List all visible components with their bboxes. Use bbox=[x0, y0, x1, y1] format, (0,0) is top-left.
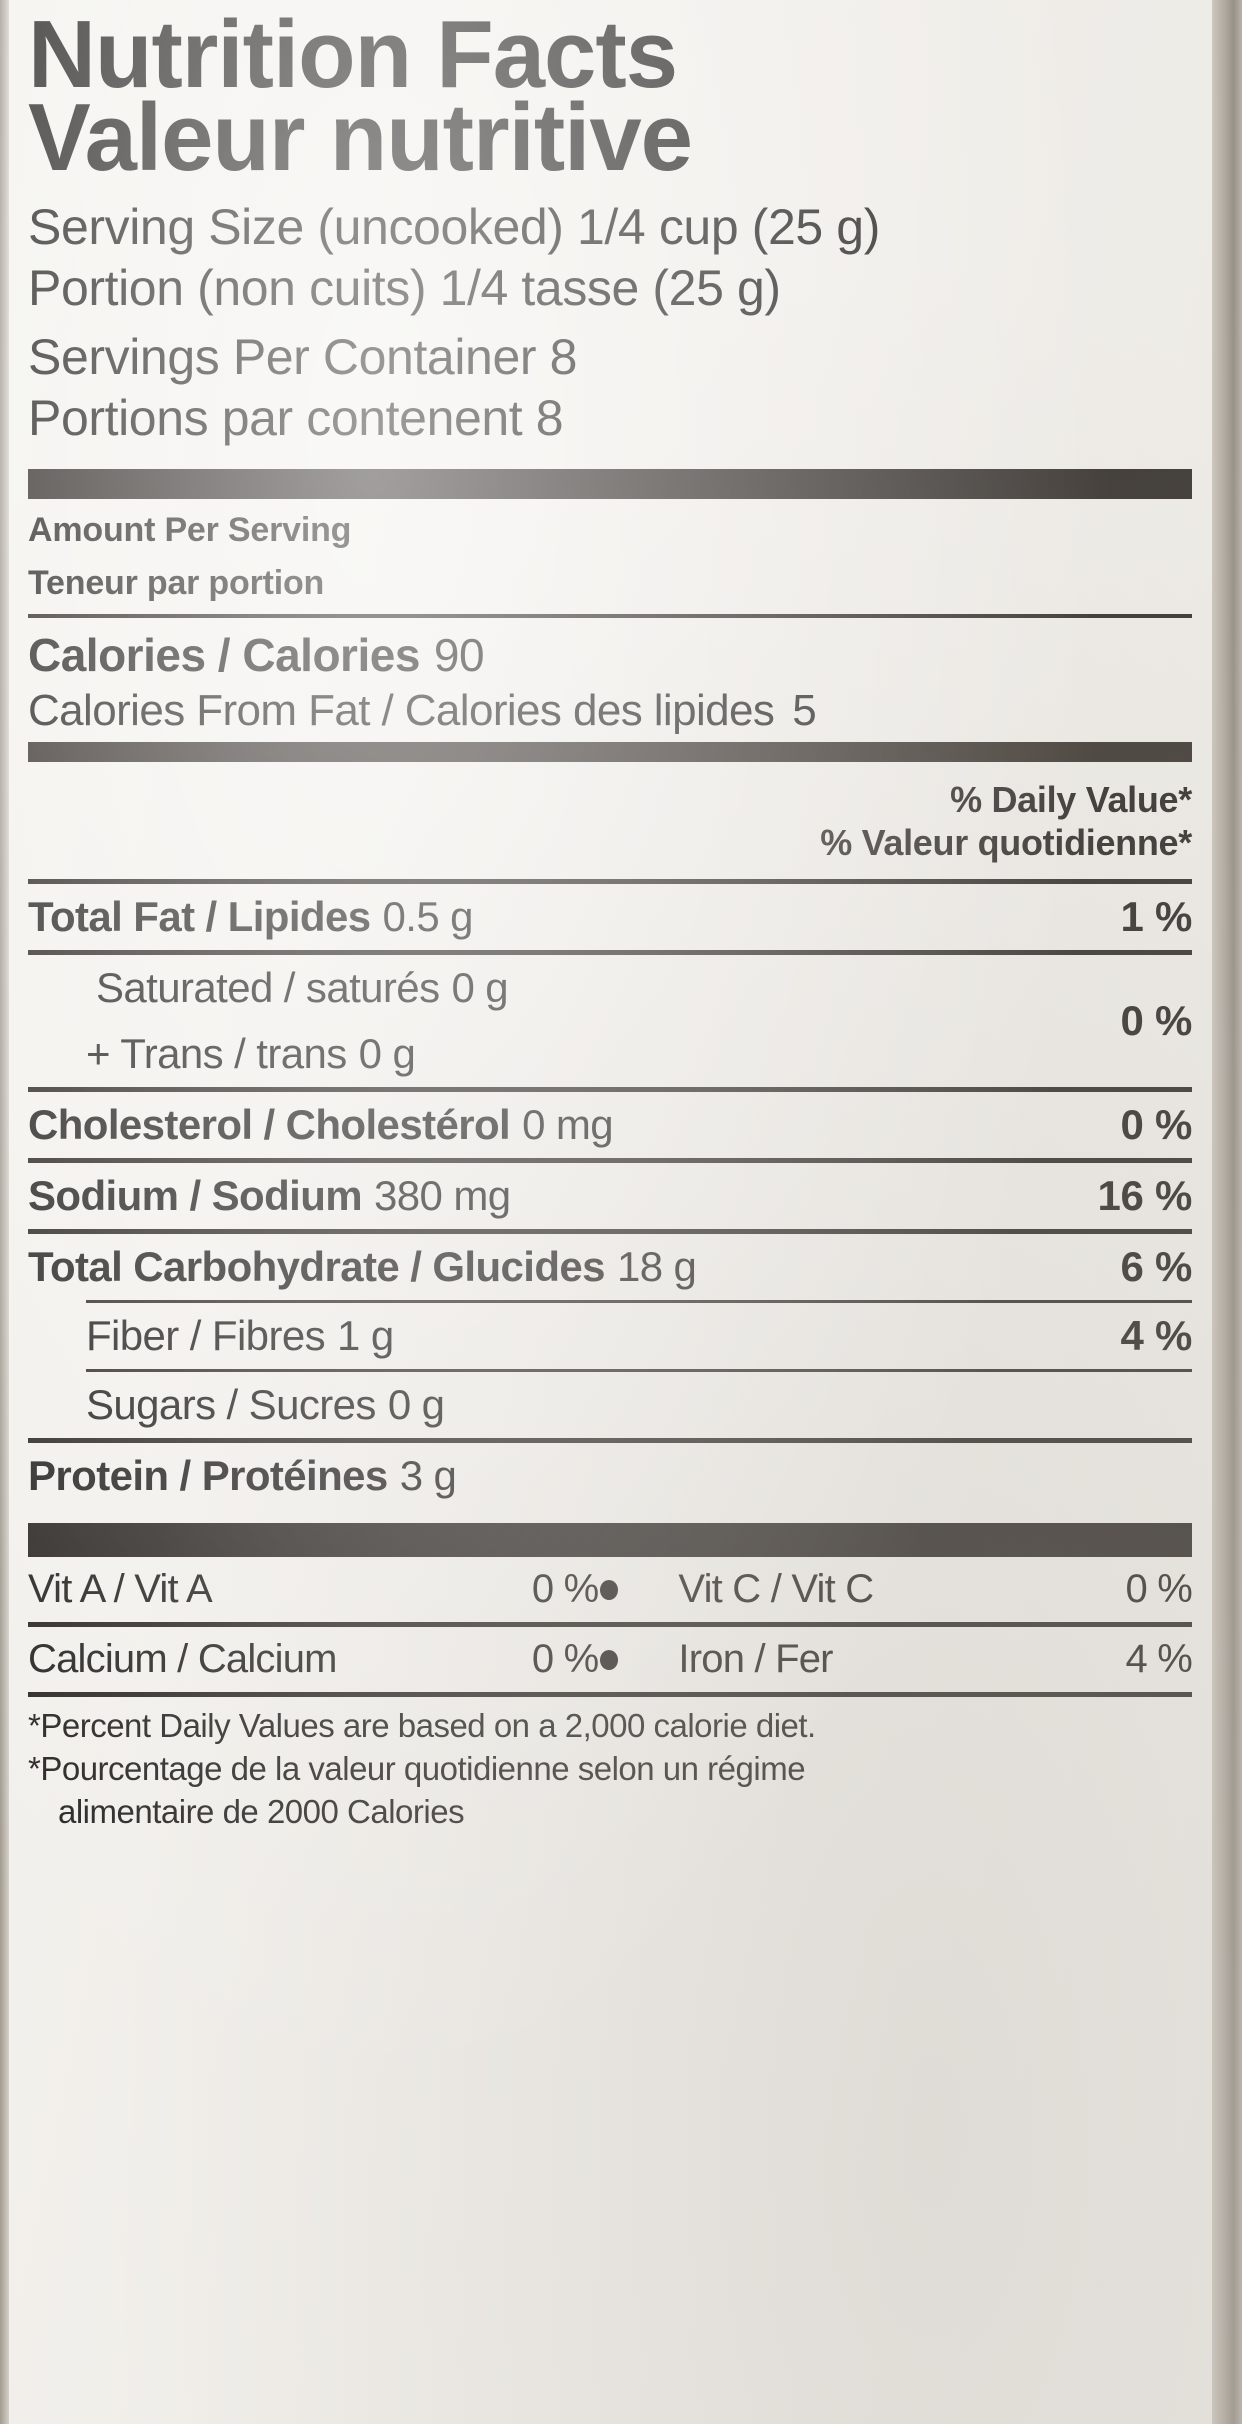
amount-per-serving-fr: Teneur par portion bbox=[28, 564, 325, 603]
iron-label: Iron / Fer bbox=[678, 1637, 833, 1682]
label-title-fr: Valeur nutritive bbox=[28, 84, 693, 192]
calcium-value: 0 % bbox=[531, 1637, 599, 1682]
saturated-label-group: Saturated / saturés 0 g bbox=[96, 964, 509, 1012]
bullet-dot-icon bbox=[600, 1579, 619, 1600]
saturated-label: Saturated / saturés bbox=[96, 964, 440, 1012]
vitamin-c-cell: Vit C / Vit C 0 % bbox=[620, 1567, 1192, 1612]
total-fat-label-group: Total Fat / Lipides 0.5 g bbox=[28, 893, 474, 941]
saturated-trans-group: Saturated / saturés 0 g + Trans / trans 0 … bbox=[28, 955, 1192, 1087]
sodium-amount: 380 mg bbox=[374, 1172, 511, 1220]
row-vitamins-a-c: Vit A / Vit A 0 % Vit C / Vit C 0 % bbox=[28, 1557, 1193, 1622]
serving-size-en: Serving Size (uncooked) 1/4 cup (25 g) bbox=[28, 198, 880, 255]
row-calcium-iron: Calcium / Calcium 0 % Iron / Fer 4 % bbox=[28, 1627, 1193, 1692]
protein-label-group: Protein / Protéines 3 g bbox=[28, 1452, 457, 1500]
carton-right-edge bbox=[1212, 0, 1242, 2424]
fiber-amount: 1 g bbox=[337, 1312, 394, 1360]
calories-label: Calories / Calories bbox=[28, 628, 420, 681]
calcium-cell: Calcium / Calcium 0 % bbox=[28, 1637, 599, 1682]
iron-value: 4 % bbox=[1125, 1637, 1192, 1682]
calcium-label: Calcium / Calcium bbox=[28, 1637, 337, 1682]
vitamin-a-label: Vit A / Vit A bbox=[28, 1567, 213, 1612]
divider-above-total-fat bbox=[28, 879, 1192, 885]
fiber-dv: 4 % bbox=[1120, 1312, 1193, 1360]
serving-size-fr: Portion (non cuits) 1/4 tasse (25 g) bbox=[28, 259, 781, 316]
divider-above-carbohydrate bbox=[28, 1229, 1192, 1235]
bullet-dot-icon-2 bbox=[600, 1649, 619, 1670]
trans-amount: 0 g bbox=[358, 1030, 416, 1078]
vitamin-a-cell: Vit A / Vit A 0 % bbox=[28, 1567, 599, 1612]
daily-value-header-en: % Daily Value* bbox=[950, 778, 1192, 820]
divider-above-saturated bbox=[28, 950, 1192, 956]
trans-label-group: + Trans / trans 0 g bbox=[86, 1030, 416, 1078]
calories-from-fat-label: Calories From Fat / Calories des lipides bbox=[28, 685, 775, 735]
saturated-trans-dv: 0 % bbox=[1120, 997, 1193, 1045]
total-fat-amount: 0.5 g bbox=[382, 893, 474, 941]
carbohydrate-dv: 6 % bbox=[1120, 1243, 1193, 1291]
label-content: Nutrition Facts Valeur nutritive Serving… bbox=[14, 0, 1210, 1834]
protein-amount: 3 g bbox=[399, 1452, 457, 1500]
divider-bar-thick-top bbox=[28, 468, 1192, 499]
carbohydrate-label-group: Total Carbohydrate / Glucides 18 g bbox=[28, 1243, 697, 1291]
calories-value: 90 bbox=[433, 628, 485, 681]
calories-from-fat-value: 5 bbox=[792, 685, 817, 735]
carbohydrate-label: Total Carbohydrate / Glucides bbox=[28, 1243, 606, 1291]
vitamin-a-value: 0 % bbox=[531, 1567, 599, 1612]
row-protein: Protein / Protéines 3 g bbox=[28, 1443, 1192, 1509]
row-sugars: Sugars / Sucres 0 g bbox=[28, 1372, 1192, 1438]
divider-bar-medium bbox=[28, 741, 1192, 762]
vitamin-c-label: Vit C / Vit C bbox=[678, 1567, 874, 1612]
fiber-label: Fiber / Fibres bbox=[86, 1312, 326, 1360]
servings-per-container-en: Servings Per Container 8 bbox=[28, 328, 578, 385]
servings-per-container-fr: Portions par contenent 8 bbox=[28, 389, 564, 446]
trans-label: + Trans / trans bbox=[86, 1030, 347, 1078]
sugars-label: Sugars / Sucres bbox=[86, 1381, 376, 1429]
divider-bar-thick-bottom bbox=[28, 1523, 1192, 1558]
total-fat-label: Total Fat / Lipides bbox=[28, 893, 371, 941]
footnote-en: *Percent Daily Values are based on a 2,0… bbox=[28, 1707, 816, 1745]
calories-row: Calories / Calories 90 bbox=[28, 628, 1192, 682]
amount-per-serving-en: Amount Per Serving bbox=[28, 510, 352, 549]
row-total-carbohydrate: Total Carbohydrate / Glucides 18 g 6 % bbox=[28, 1234, 1192, 1300]
row-cholesterol: Cholesterol / Cholestérol 0 mg 0 % bbox=[28, 1092, 1192, 1158]
sugars-label-group: Sugars / Sucres 0 g bbox=[86, 1381, 445, 1429]
footnote-fr-line1: *Pourcentage de la valeur quotidienne se… bbox=[28, 1750, 806, 1788]
fiber-label-group: Fiber / Fibres 1 g bbox=[86, 1312, 394, 1360]
divider-above-calcium-iron bbox=[28, 1622, 1192, 1628]
sugars-amount: 0 g bbox=[387, 1381, 445, 1429]
divider-above-protein bbox=[28, 1438, 1192, 1444]
sodium-label-group: Sodium / Sodium 380 mg bbox=[28, 1172, 511, 1220]
row-trans: + Trans / trans 0 g bbox=[28, 1021, 1192, 1087]
cholesterol-amount: 0 mg bbox=[522, 1101, 614, 1149]
label-title-en: Nutrition Facts bbox=[28, 1, 678, 108]
protein-label: Protein / Protéines bbox=[28, 1452, 388, 1500]
row-saturated: Saturated / saturés 0 g bbox=[28, 955, 1192, 1021]
calories-from-fat-row: Calories From Fat / Calories des lipides… bbox=[28, 686, 1192, 736]
cholesterol-label: Cholesterol / Cholestérol bbox=[28, 1101, 511, 1149]
vitamin-c-value: 0 % bbox=[1125, 1567, 1192, 1612]
carbohydrate-amount: 18 g bbox=[616, 1243, 697, 1291]
divider-above-sodium bbox=[28, 1158, 1192, 1164]
divider-above-sugars bbox=[86, 1369, 1192, 1373]
divider-above-fiber bbox=[86, 1300, 1192, 1304]
sodium-label: Sodium / Sodium bbox=[28, 1172, 363, 1220]
daily-value-header-fr: % Valeur quotidienne* bbox=[820, 822, 1192, 864]
saturated-amount: 0 g bbox=[451, 964, 509, 1012]
iron-cell: Iron / Fer 4 % bbox=[620, 1637, 1192, 1682]
row-fiber: Fiber / Fibres 1 g 4 % bbox=[28, 1303, 1192, 1369]
footnote-fr-line2: alimentaire de 2000 Calories bbox=[58, 1793, 465, 1831]
total-fat-dv: 1 % bbox=[1120, 893, 1193, 941]
footnotes: *Percent Daily Values are based on a 2,0… bbox=[28, 1697, 1192, 1834]
divider-above-footnotes bbox=[28, 1692, 1192, 1698]
row-total-fat: Total Fat / Lipides 0.5 g 1 % bbox=[28, 884, 1192, 950]
divider-above-cholesterol bbox=[28, 1087, 1192, 1093]
divider-above-calories bbox=[28, 613, 1192, 618]
sodium-dv: 16 % bbox=[1097, 1172, 1192, 1220]
row-sodium: Sodium / Sodium 380 mg 16 % bbox=[28, 1163, 1192, 1229]
cholesterol-dv: 0 % bbox=[1120, 1101, 1193, 1149]
carton-left-edge bbox=[0, 0, 9, 2424]
cholesterol-label-group: Cholesterol / Cholestérol 0 mg bbox=[28, 1101, 614, 1149]
